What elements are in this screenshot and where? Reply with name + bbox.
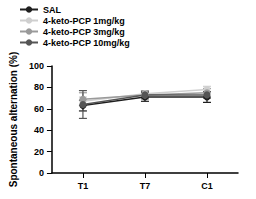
svg-text:60: 60 [34,104,44,114]
svg-text:Spontaneous alternation (%): Spontaneous alternation (%) [8,52,19,188]
svg-text:4-keto-PCP 1mg/kg: 4-keto-PCP 1mg/kg [43,16,125,26]
svg-text:4-keto-PCP 3mg/kg: 4-keto-PCP 3mg/kg [43,27,125,37]
svg-text:4-keto-PCP 10mg/kg: 4-keto-PCP 10mg/kg [43,38,130,48]
svg-text:SAL: SAL [43,5,62,15]
svg-text:20: 20 [34,147,44,157]
svg-text:40: 40 [34,125,44,135]
svg-text:100: 100 [29,61,44,71]
svg-text:T1: T1 [78,181,89,191]
svg-text:0: 0 [39,168,44,178]
svg-text:80: 80 [34,82,44,92]
svg-text:C1: C1 [201,181,213,191]
svg-text:T7: T7 [140,181,151,191]
